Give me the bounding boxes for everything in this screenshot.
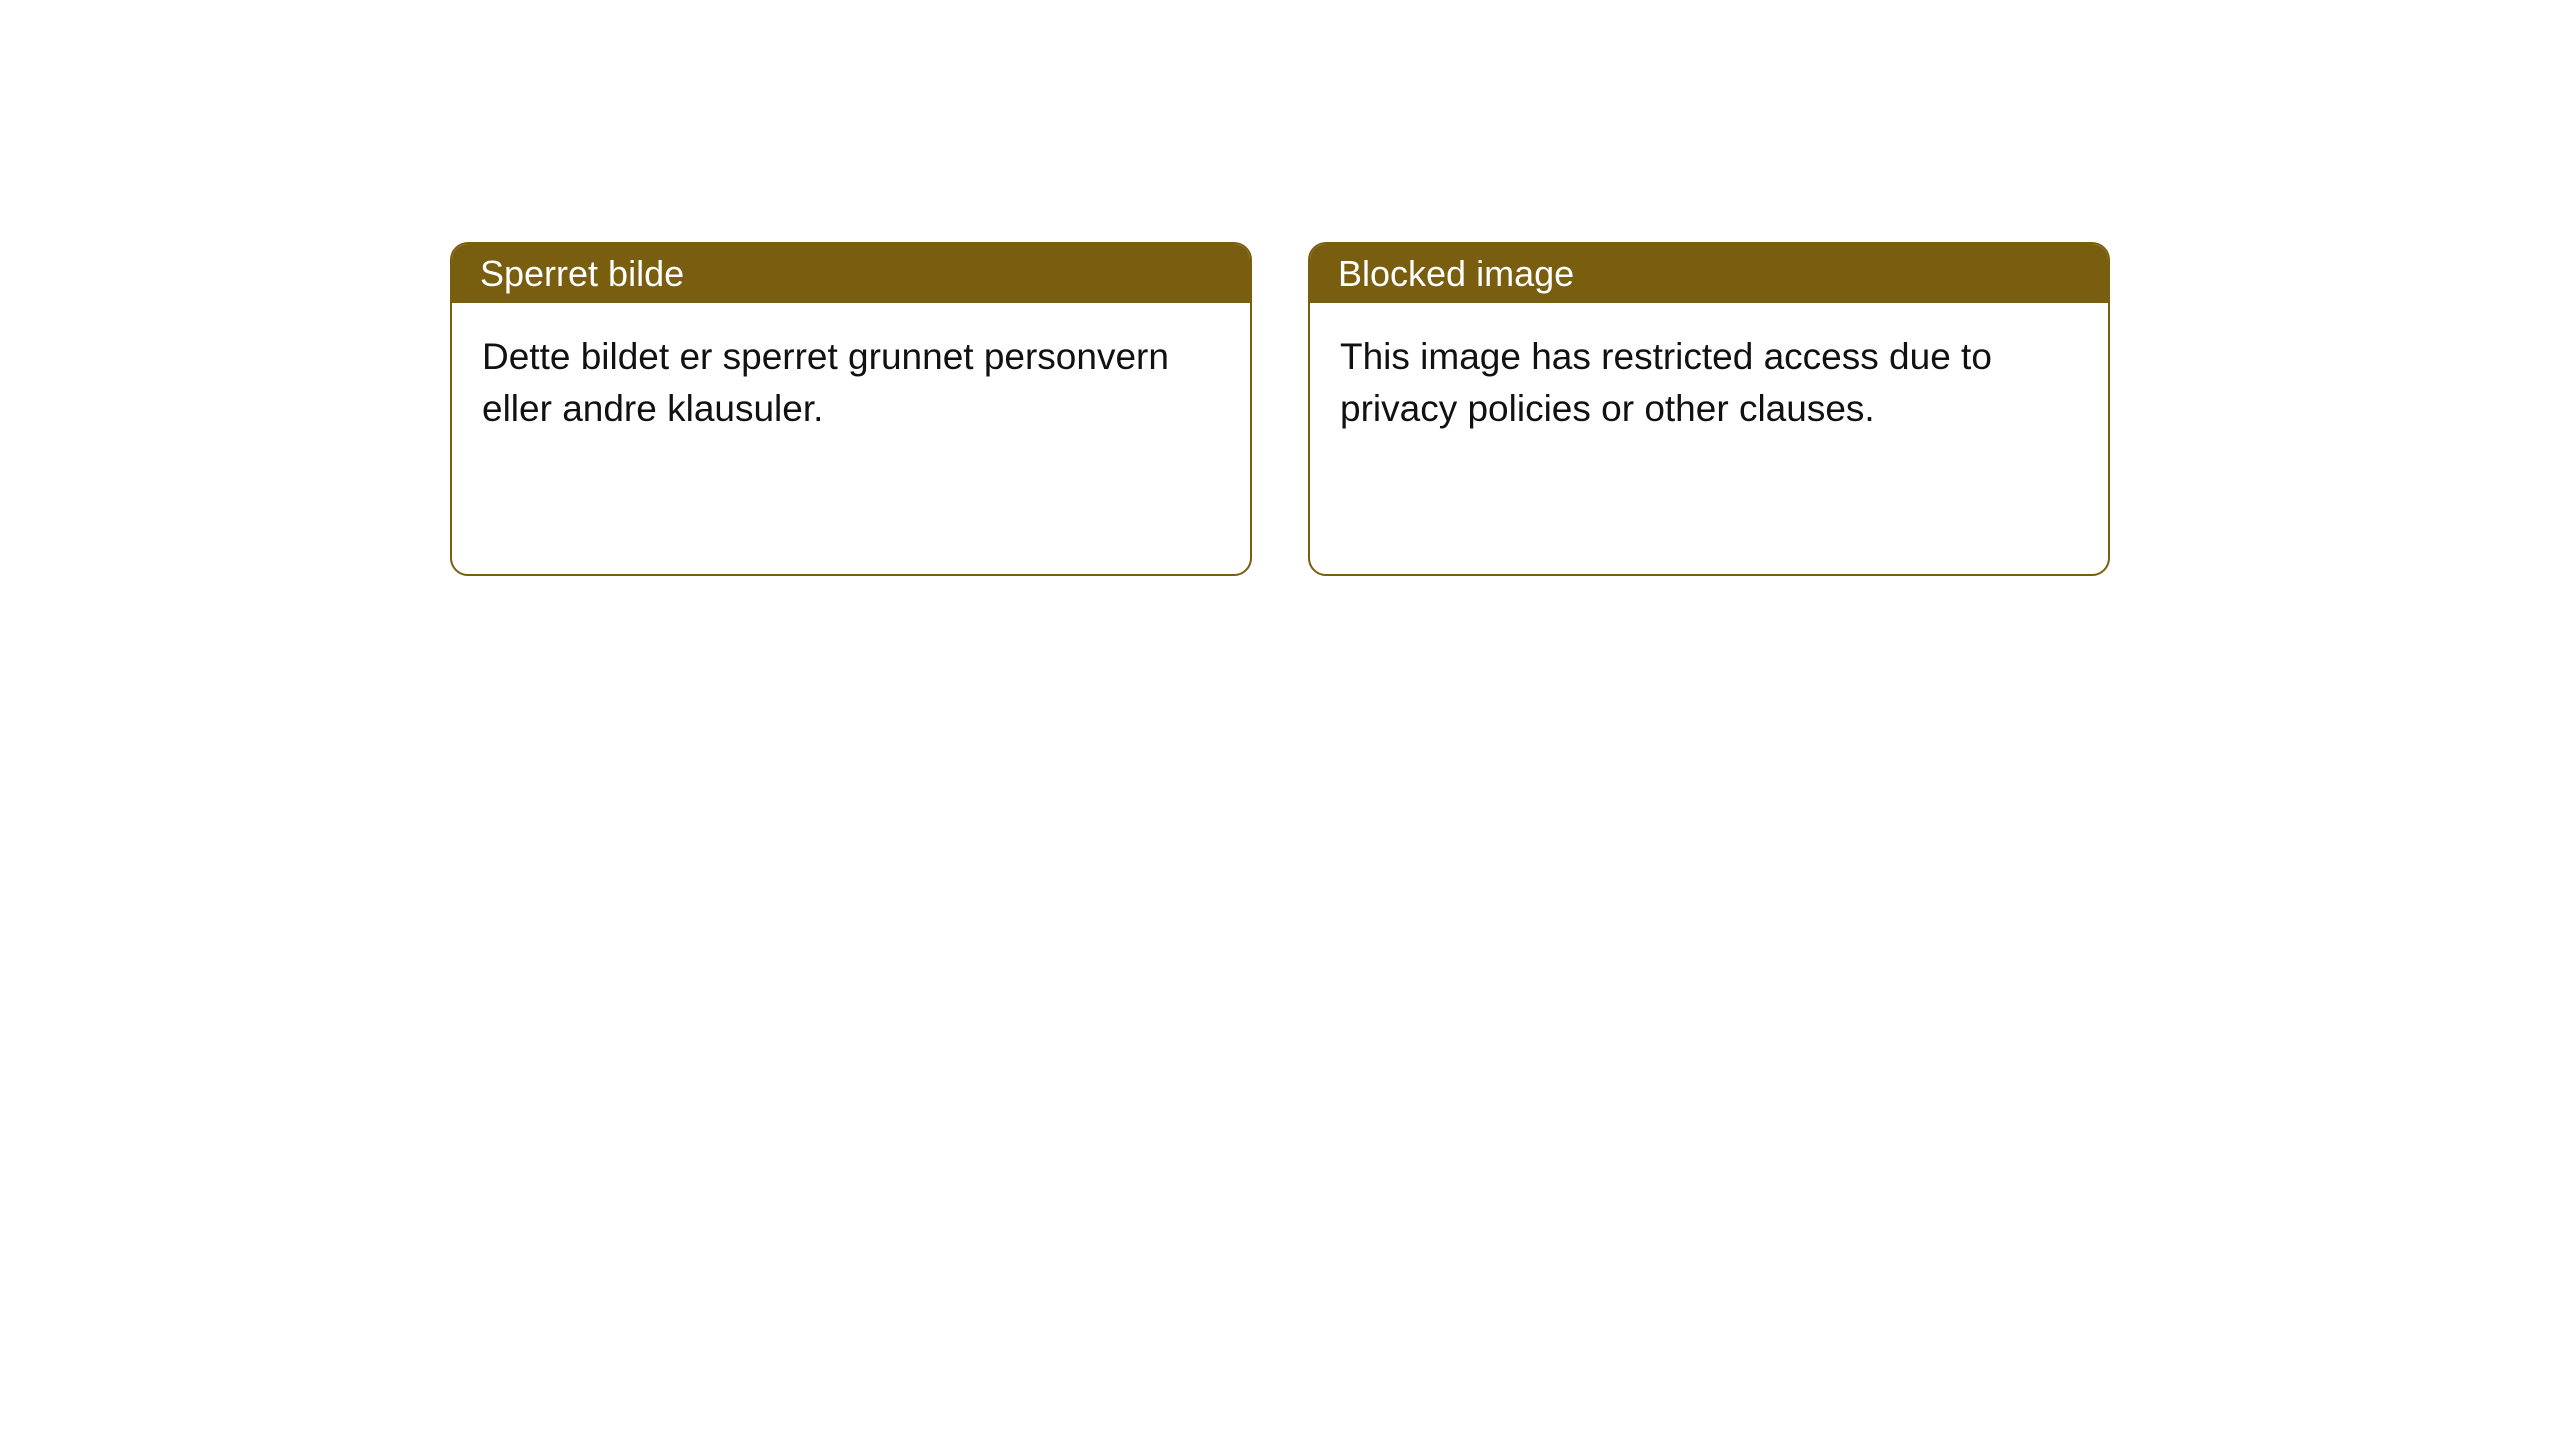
notice-card-english: Blocked image This image has restricted … xyxy=(1308,242,2110,576)
notice-body-english: This image has restricted access due to … xyxy=(1310,303,2108,463)
notice-body-norwegian: Dette bildet er sperret grunnet personve… xyxy=(452,303,1250,463)
notice-header-norwegian: Sperret bilde xyxy=(452,244,1250,303)
notice-header-english: Blocked image xyxy=(1310,244,2108,303)
notice-container: Sperret bilde Dette bildet er sperret gr… xyxy=(450,242,2110,576)
notice-card-norwegian: Sperret bilde Dette bildet er sperret gr… xyxy=(450,242,1252,576)
